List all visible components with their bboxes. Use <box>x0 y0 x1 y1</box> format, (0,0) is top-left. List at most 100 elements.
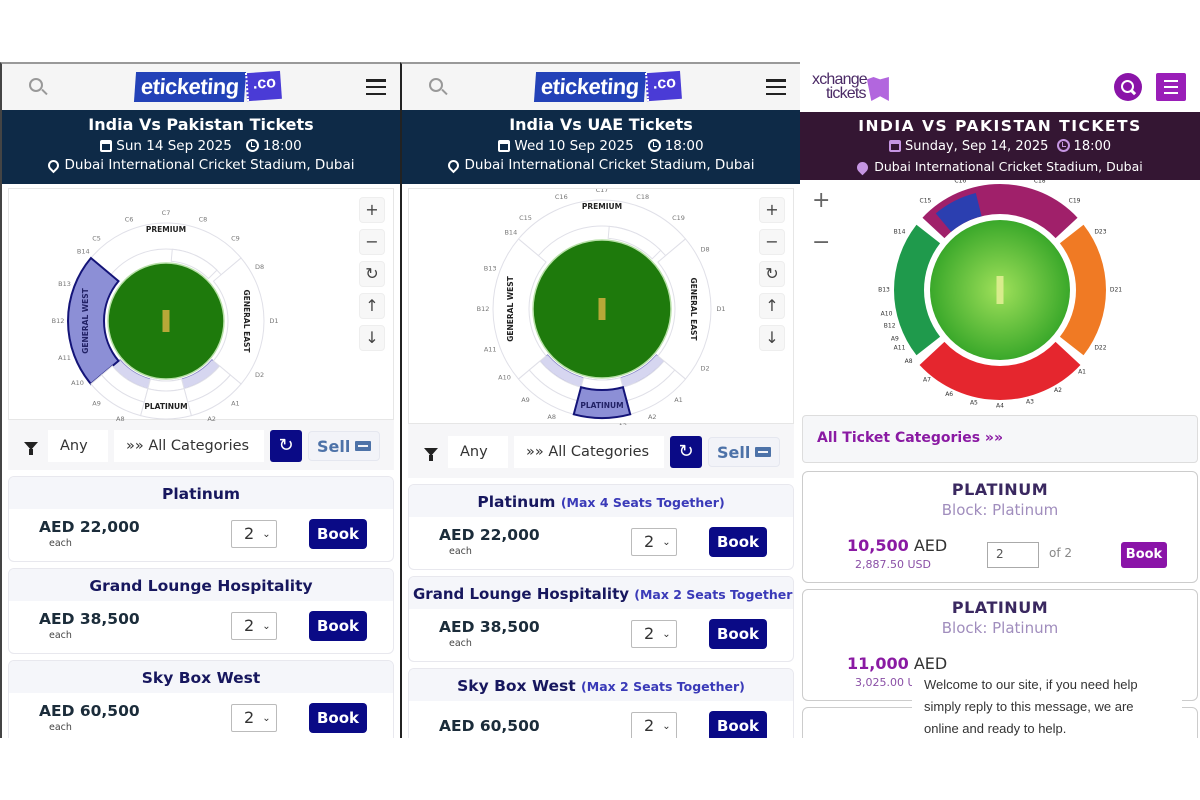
section-sky-boxes-west[interactable] <box>517 369 579 415</box>
menu-icon[interactable] <box>1156 73 1186 101</box>
stadium-map-svg[interactable]: PREMIUM GENERAL EAST GENERAL WEST PLATINUM C… <box>409 189 795 425</box>
book-button[interactable]: Book <box>709 527 767 557</box>
eticketing-india-vs-pakistan-panel: eticketing .co India Vs Pakistan Tickets… <box>0 62 400 738</box>
gate-label: A10 <box>881 311 893 318</box>
gate-label: A11 <box>894 345 906 352</box>
category-name: Grand Lounge Hospitality <box>89 577 313 595</box>
search-icon[interactable] <box>426 75 450 99</box>
chevron-down-icon: ⌄ <box>662 629 671 640</box>
ticket-bag-icon <box>866 77 889 101</box>
section-general-east[interactable] <box>1059 224 1106 356</box>
pan-up-button[interactable]: ↑ <box>359 293 385 319</box>
quantity-select[interactable]: Any <box>448 436 508 468</box>
zoom-in-button[interactable]: + <box>812 188 831 213</box>
stadium-map[interactable]: PREMIUM GENERAL EAST GENERAL WEST PLATINUM C… <box>8 188 395 421</box>
reset-filters-button[interactable]: ↻ <box>670 436 702 468</box>
filter-icon <box>24 442 38 455</box>
event-time: 18:00 <box>647 136 704 156</box>
quantity-dropdown[interactable]: 2 ⌄ <box>231 612 277 640</box>
eticketing-logo[interactable]: eticketing .co <box>533 70 683 102</box>
section-grand-lounge[interactable] <box>607 225 662 260</box>
menu-icon[interactable] <box>765 79 786 95</box>
stadium-map[interactable]: C15C16C17C18C19D23D21D22A1A2A3A4A5A6A7A8… <box>800 171 1200 413</box>
section-royal-box[interactable] <box>147 378 185 392</box>
calendar-icon <box>100 140 113 152</box>
max-seats-note: (Max 2 Seats Together) <box>634 587 794 602</box>
gate-label: A4 <box>996 403 1004 410</box>
quantity-value: 2 <box>244 616 255 635</box>
book-button[interactable]: Book <box>309 611 367 641</box>
quantity-input[interactable]: 2 <box>987 542 1039 568</box>
gate-label: A4 <box>587 424 596 425</box>
category-select[interactable]: »» All Categories <box>114 430 264 462</box>
zoom-in-button[interactable]: + <box>759 197 785 223</box>
menu-icon[interactable] <box>365 79 386 95</box>
event-banner: INDIA VS PAKISTAN TICKETS Sunday, Sep 14… <box>800 112 1200 180</box>
gate-label: D21 <box>1110 287 1122 294</box>
section-south-stand[interactable] <box>919 341 1081 400</box>
reset-filters-button[interactable]: ↻ <box>270 430 302 462</box>
search-icon[interactable] <box>1114 73 1142 101</box>
pan-down-button[interactable]: ↓ <box>759 325 785 351</box>
section-general-west[interactable] <box>67 256 120 386</box>
stadium-map-svg[interactable]: C15C16C17C18C19D23D21D22A1A2A3A4A5A6A7A8… <box>800 171 1200 413</box>
quantity-dropdown[interactable]: 2 ⌄ <box>231 704 277 732</box>
section-label: GENERAL EAST <box>242 289 251 353</box>
book-button[interactable]: Book <box>1121 542 1167 568</box>
category-name: Platinum <box>477 493 556 511</box>
section-vip-hospitality[interactable] <box>935 192 982 232</box>
stadium-map-svg[interactable]: PREMIUM GENERAL EAST GENERAL WEST PLATINUM C… <box>9 189 395 421</box>
section-general-west[interactable] <box>894 224 941 356</box>
book-button[interactable]: Book <box>709 619 767 649</box>
reset-map-button[interactable]: ↻ <box>359 261 385 287</box>
listing-category: Platinum <box>9 477 393 509</box>
quantity-select[interactable]: Any <box>48 430 108 462</box>
quantity-dropdown[interactable]: 2 ⌄ <box>631 620 677 648</box>
quantity-dropdown[interactable]: 2 ⌄ <box>231 520 277 548</box>
sell-button[interactable]: Sell <box>708 437 781 467</box>
book-button[interactable]: Book <box>309 519 367 549</box>
zoom-out-button[interactable]: − <box>812 230 831 255</box>
map-controls: + − ↻ ↑ ↓ <box>759 197 785 351</box>
gate-label: A11 <box>484 346 497 354</box>
gate-label: C18 <box>1034 180 1046 184</box>
gate-label: A1 <box>674 396 683 404</box>
event-time-text: 18:00 <box>262 138 302 154</box>
section-platinum[interactable] <box>572 386 632 419</box>
quantity-dropdown[interactable]: 2 ⌄ <box>631 528 677 556</box>
zoom-in-button[interactable]: + <box>359 197 385 223</box>
xchange-tickets-logo[interactable]: xchange tickets <box>812 72 889 102</box>
all-ticket-categories-link[interactable]: All Ticket Categories »» <box>802 415 1198 463</box>
gate-label: B12 <box>884 322 896 329</box>
section-label: GENERAL WEST <box>81 287 90 353</box>
event-banner: India Vs UAE Tickets Wed 10 Sep 2025 18:… <box>402 110 800 184</box>
gate-label: A10 <box>498 373 511 381</box>
section-platinum[interactable] <box>140 388 192 420</box>
pan-up-button[interactable]: ↑ <box>759 293 785 319</box>
chat-welcome-message[interactable]: Welcome to our site, if you need help si… <box>912 672 1182 738</box>
eticketing-logo[interactable]: eticketing .co <box>133 70 283 102</box>
event-venue: Dubai International Cricket Stadium, Dub… <box>800 157 1200 177</box>
section-label: PREMIUM <box>146 225 186 234</box>
book-button[interactable]: Book <box>709 711 767 738</box>
sell-button[interactable]: Sell <box>308 431 381 461</box>
price-text: AED 60,500 <box>39 702 140 720</box>
gate-label: D8 <box>700 246 709 254</box>
zoom-out-button[interactable]: − <box>359 229 385 255</box>
book-button[interactable]: Book <box>309 703 367 733</box>
gate-label: A9 <box>521 396 530 404</box>
reset-map-button[interactable]: ↻ <box>759 261 785 287</box>
section-grand-lounge[interactable] <box>170 248 218 280</box>
stadium-map[interactable]: PREMIUM GENERAL EAST GENERAL WEST PLATINUM C… <box>408 188 795 425</box>
pan-down-button[interactable]: ↓ <box>359 325 385 351</box>
quantity-value: 2 <box>644 532 655 551</box>
section-general-west[interactable] <box>492 238 547 380</box>
section-sky-boxes-west[interactable] <box>90 374 145 417</box>
search-icon[interactable] <box>26 75 50 99</box>
zoom-out-button[interactable]: − <box>759 229 785 255</box>
quantity-dropdown[interactable]: 2 ⌄ <box>631 712 677 738</box>
category-select[interactable]: »» All Categories <box>514 436 664 468</box>
price-text: AED 22,000 <box>439 526 540 544</box>
event-venue: Dubai International Cricket Stadium, Dub… <box>2 156 400 174</box>
listing-price: AED 38,500 each <box>39 609 231 643</box>
